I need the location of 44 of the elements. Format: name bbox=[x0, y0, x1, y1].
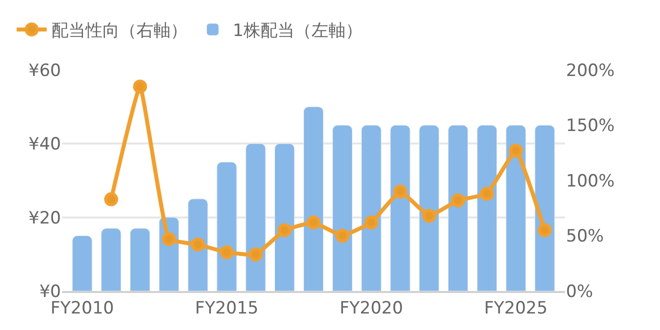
point bbox=[422, 208, 436, 223]
y-tick-label: ¥40 bbox=[28, 134, 61, 155]
legend-label: 配当性向（右軸） bbox=[52, 21, 188, 42]
bar bbox=[534, 125, 555, 291]
y2-tick-label: 0% bbox=[566, 282, 593, 302]
point bbox=[480, 186, 494, 201]
y-tick-label: ¥60 bbox=[28, 60, 61, 81]
bar bbox=[246, 143, 266, 291]
point bbox=[538, 223, 552, 238]
bar bbox=[216, 162, 237, 291]
bar bbox=[72, 236, 92, 291]
point bbox=[248, 248, 263, 262]
point bbox=[508, 144, 523, 158]
y2-tick-label: 50% bbox=[566, 226, 604, 247]
y-tick-label: ¥20 bbox=[28, 208, 61, 228]
y2-tick-label: 200% bbox=[566, 60, 615, 81]
bar bbox=[303, 106, 324, 291]
bar bbox=[448, 125, 468, 291]
point bbox=[133, 80, 148, 94]
bar bbox=[274, 143, 295, 291]
point bbox=[364, 215, 378, 230]
y2-tick-label: 100% bbox=[566, 171, 615, 192]
point bbox=[278, 223, 292, 238]
point bbox=[335, 228, 350, 243]
legend-label: 1株配当（左軸） bbox=[232, 21, 363, 42]
x-tick-label: FY2020 bbox=[340, 298, 404, 318]
bar bbox=[101, 228, 122, 291]
bar bbox=[390, 125, 410, 291]
bar bbox=[419, 125, 440, 291]
y2-tick-label: 150% bbox=[566, 116, 615, 136]
point bbox=[162, 232, 176, 246]
point bbox=[393, 184, 408, 199]
x-tick-label: FY2025 bbox=[484, 298, 548, 318]
bar bbox=[361, 125, 382, 291]
point bbox=[190, 238, 205, 252]
bar bbox=[476, 125, 498, 291]
x-tick-label: FY2015 bbox=[195, 298, 258, 318]
bar bbox=[130, 228, 150, 291]
point bbox=[306, 215, 320, 230]
point bbox=[451, 193, 466, 208]
point bbox=[220, 245, 234, 260]
point bbox=[104, 192, 118, 206]
bar bbox=[332, 125, 352, 291]
bar bbox=[506, 125, 526, 291]
